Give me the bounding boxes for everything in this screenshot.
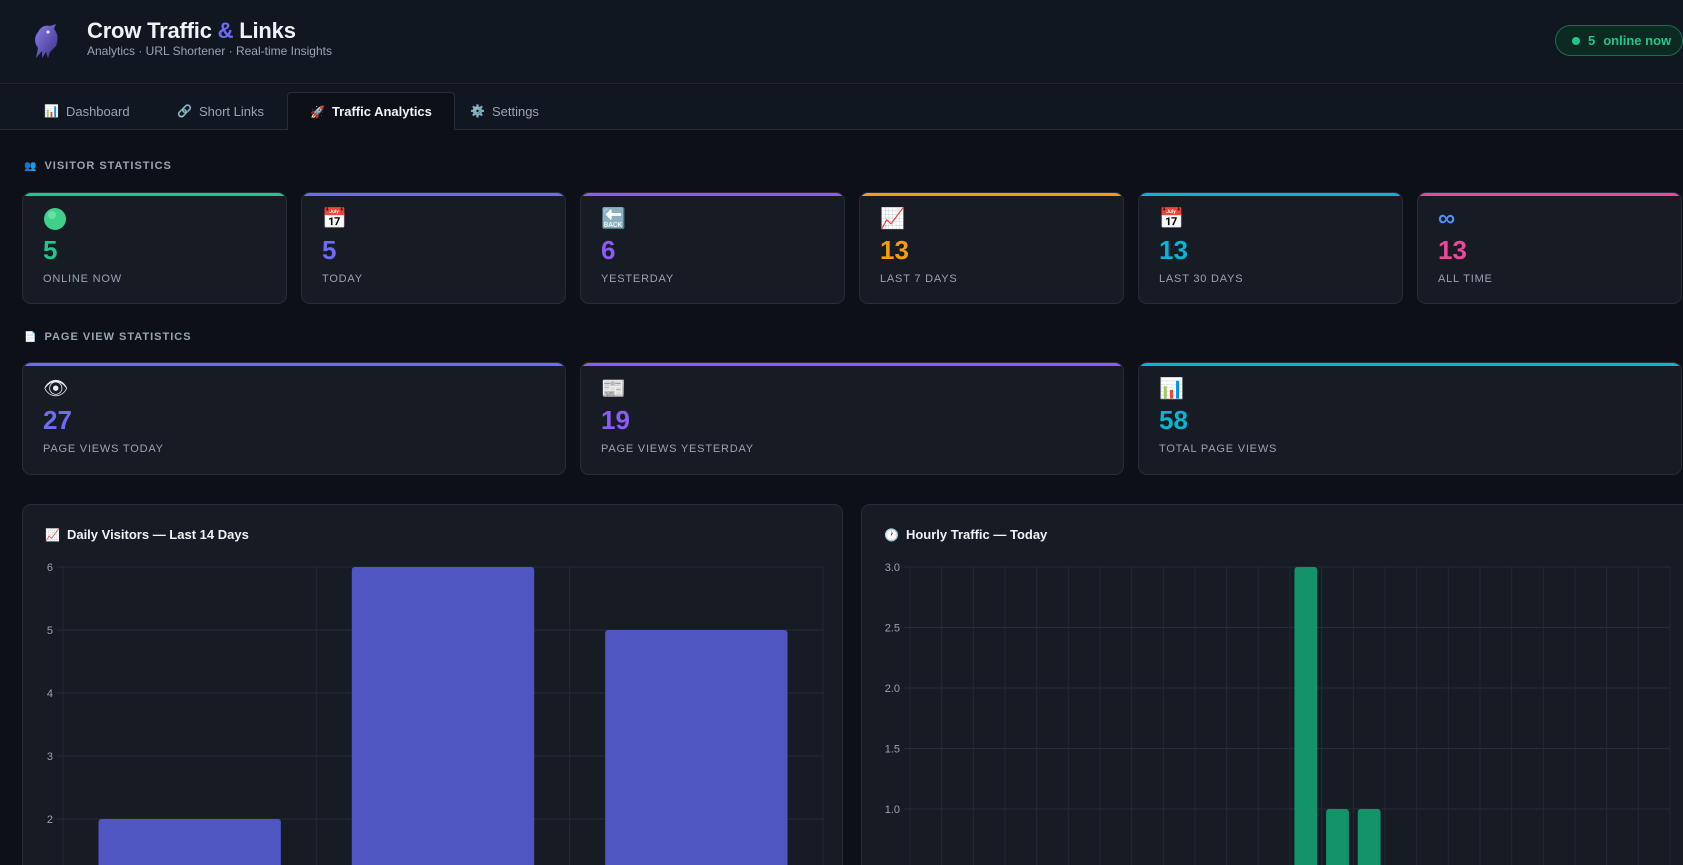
stat-value: 13 (1159, 235, 1188, 265)
bar-chart-icon: 📊 (1159, 378, 1184, 400)
stat-value: 5 (322, 235, 337, 265)
bar[interactable] (1357, 809, 1381, 865)
stat-card-page-views-today: 👁 27 PAGE VIEWS TODAY (22, 362, 566, 475)
stat-value: 5 (43, 235, 58, 265)
stat-label: LAST 7 DAYS (880, 273, 958, 285)
daily-visitors-chart: 6 5 4 3 2 (47, 562, 824, 865)
calendar-icon: 📅 (1159, 208, 1184, 230)
tab-label: Traffic Analytics (331, 104, 432, 119)
app-title: Crow Traffic & Links (87, 18, 296, 43)
stat-label: ALL TIME (1438, 273, 1493, 285)
calendar-icon: 📅 (322, 208, 347, 230)
visitor-statistics-heading: 👥 VISITOR STATISTICS (24, 160, 172, 172)
online-globe-icon (43, 207, 67, 231)
chart-title: 📈 Daily Visitors — Last 14 Days (45, 527, 249, 542)
stat-value: 19 (601, 405, 630, 435)
clock-icon: 🕐 (884, 527, 899, 542)
online-label: online now (1603, 33, 1672, 48)
bar[interactable] (605, 630, 788, 865)
stat-value: 27 (43, 405, 72, 435)
stat-value: 13 (1438, 235, 1467, 265)
tab-traffic-analytics[interactable]: 🚀 Traffic Analytics (287, 92, 455, 130)
bar[interactable] (1294, 567, 1318, 865)
y-tick-label: 2.0 (885, 683, 900, 695)
eye-icon: 👁 (43, 378, 69, 400)
y-tick-label: 6 (47, 562, 53, 574)
stat-label: PAGE VIEWS YESTERDAY (601, 443, 754, 455)
app-header: Crow Traffic & Links Analytics · URL Sho… (0, 0, 1683, 84)
stat-card-online-now: 5 ONLINE NOW (22, 192, 287, 304)
bar-chart-icon: 📊 (44, 104, 59, 118)
stat-card-total-page-views: 📊 58 TOTAL PAGE VIEWS (1138, 362, 1682, 475)
stat-label: LAST 30 DAYS (1159, 273, 1244, 285)
tab-label: Settings (491, 103, 539, 119)
tab-bar: 📊 Dashboard 🔗 Short Links 🚀 Traffic Anal… (0, 85, 1683, 130)
tab-dashboard[interactable]: 📊 Dashboard (22, 92, 152, 130)
bar[interactable] (98, 819, 281, 865)
y-tick-label: 3 (47, 751, 53, 763)
y-tick-label: 2.5 (885, 623, 900, 635)
stat-card-yesterday: 🔙 6 YESTERDAY (580, 192, 845, 304)
users-icon: 👥 (24, 160, 38, 172)
stat-value: 58 (1159, 405, 1188, 435)
y-tick-label: 2 (47, 814, 53, 826)
online-now-badge: 5 online now (1555, 25, 1683, 56)
tab-label: Dashboard (65, 103, 130, 119)
tab-settings[interactable]: ⚙️ Settings (448, 92, 561, 130)
hourly-traffic-chart-card: 🕐 Hourly Traffic — Today 3.0 2.5 2.0 1.5 1.0 (861, 504, 1683, 865)
tab-label: Short Links (198, 103, 264, 119)
hourly-traffic-chart: 3.0 2.5 2.0 1.5 1.0 (885, 562, 1671, 865)
tab-short-links[interactable]: 🔗 Short Links (155, 92, 286, 130)
chart-title: 🕐 Hourly Traffic — Today (884, 527, 1048, 542)
gear-icon: ⚙️ (470, 104, 485, 118)
stat-label: ONLINE NOW (43, 273, 122, 285)
y-tick-label: 5 (47, 625, 53, 637)
y-tick-label: 3.0 (885, 562, 900, 574)
stat-label: PAGE VIEWS TODAY (43, 443, 164, 455)
trending-up-icon: 📈 (880, 208, 905, 230)
crow-icon (35, 24, 58, 58)
app-subtitle: Analytics · URL Shortener · Real-time In… (87, 44, 332, 58)
page-view-statistics-heading: 📄 PAGE VIEW STATISTICS (24, 331, 192, 343)
back-arrow-icon: 🔙 (601, 208, 626, 230)
stat-card-today: 📅 5 TODAY (301, 192, 566, 304)
stat-label: TOTAL PAGE VIEWS (1159, 443, 1278, 455)
rocket-icon: 🚀 (310, 104, 325, 119)
stat-card-page-views-yesterday: 📰 19 PAGE VIEWS YESTERDAY (580, 362, 1124, 475)
document-icon: 📄 (24, 331, 38, 343)
stat-value: 13 (880, 235, 909, 265)
stat-card-all-time: ∞ 13 ALL TIME (1417, 192, 1682, 304)
online-count: 5 (1588, 33, 1596, 48)
infinity-icon: ∞ (1438, 205, 1456, 232)
y-tick-label: 4 (47, 688, 53, 700)
newspaper-icon: 📰 (601, 378, 626, 400)
y-tick-label: 1.0 (885, 804, 900, 816)
stat-card-last-30-days: 📅 13 LAST 30 DAYS (1138, 192, 1403, 304)
trending-up-icon: 📈 (45, 527, 60, 542)
status-dot-icon (1572, 36, 1580, 45)
link-icon: 🔗 (177, 104, 192, 118)
stat-card-last-7-days: 📈 13 LAST 7 DAYS (859, 192, 1124, 304)
bar[interactable] (1326, 809, 1349, 865)
daily-visitors-chart-card: 📈 Daily Visitors — Last 14 Days 6 5 4 3 2 (22, 504, 843, 865)
stat-value: 6 (601, 235, 616, 265)
stat-label: TODAY (322, 273, 363, 285)
stat-label: YESTERDAY (601, 273, 675, 285)
y-tick-label: 1.5 (885, 744, 900, 756)
bar[interactable] (351, 567, 535, 865)
